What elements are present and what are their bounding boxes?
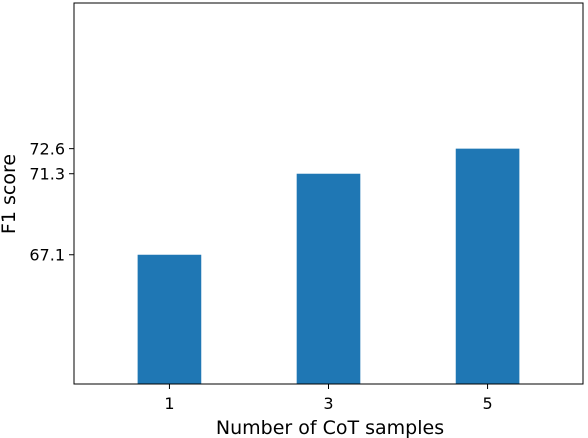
bars-group	[137, 148, 520, 384]
y-tick-label: 72.6	[29, 140, 65, 159]
y-tick-label: 67.1	[29, 246, 65, 265]
y-axis-label: F1 score	[0, 154, 20, 234]
y-tick-label: 71.3	[29, 165, 65, 184]
x-tick-label: 1	[164, 394, 174, 413]
x-ticks-group: 1 3 5	[164, 384, 493, 413]
x-axis-label: Number of CoT samples	[216, 417, 444, 438]
bar-1	[137, 254, 202, 384]
bar-5	[455, 148, 520, 384]
plot-frame	[73, 2, 584, 385]
x-tick-label: 5	[482, 394, 492, 413]
bar-3	[296, 173, 361, 384]
y-ticks-group: 67.1 71.3 72.6	[29, 140, 74, 265]
x-tick-label: 3	[323, 394, 333, 413]
